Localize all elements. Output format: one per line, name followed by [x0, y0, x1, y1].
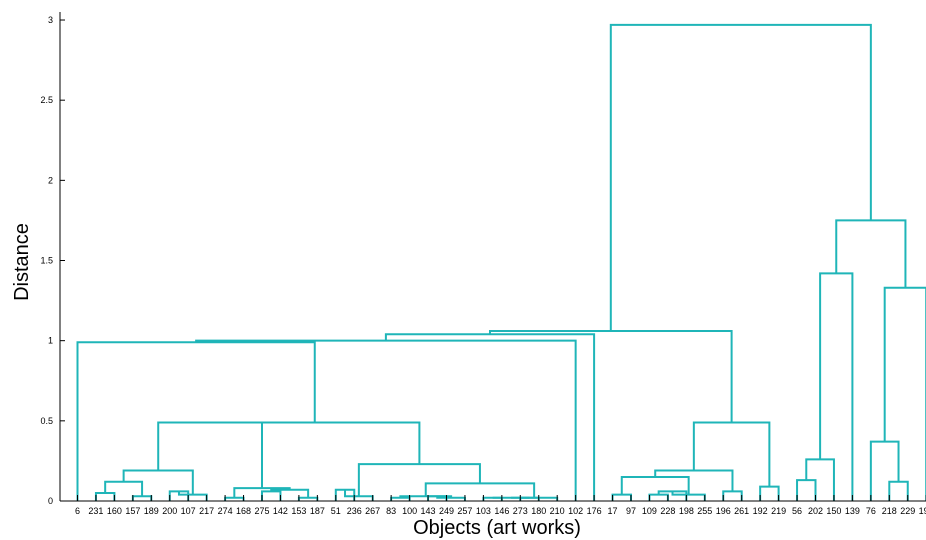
dendrogram-link — [609, 23, 872, 332]
dendrogram-links — [76, 23, 926, 501]
leaf-label: 267 — [365, 506, 380, 516]
dendrogram-link — [611, 493, 632, 501]
y-tick-label: 1 — [48, 336, 53, 346]
dendrogram-link — [94, 491, 116, 501]
x-axis-ticks: 6 231 160 157 189 200 107 217 274 168 275 142 153 187… — [75, 495, 926, 516]
leaf-label: 217 — [199, 506, 214, 516]
leaf-label: 17 — [608, 506, 618, 516]
leaf-label: 249 — [439, 506, 454, 516]
leaf-label: 109 — [642, 506, 657, 516]
leaf-label: 257 — [457, 506, 472, 516]
leaf-label: 196 — [716, 506, 731, 516]
y-tick-label: 3 — [48, 15, 53, 25]
dendrogram-link — [648, 493, 669, 501]
leaf-label: 200 — [162, 506, 177, 516]
leaf-label: 176 — [587, 506, 602, 516]
leaf-label: 100 — [402, 506, 417, 516]
leaf-label: 202 — [808, 506, 823, 516]
leaf-label: 107 — [181, 506, 196, 516]
leaf-label: 153 — [291, 506, 306, 516]
dendrogram-link — [488, 330, 733, 423]
leaf-label: 51 — [331, 506, 341, 516]
y-tick-label: 0.5 — [40, 416, 53, 426]
leaf-label: 150 — [826, 506, 841, 516]
leaf-label: 218 — [882, 506, 897, 516]
dendrogram-link — [805, 458, 835, 501]
leaf-label: 261 — [734, 506, 749, 516]
leaf-label: 192 — [753, 506, 768, 516]
axes — [59, 12, 926, 502]
dendrogram-link — [835, 219, 907, 288]
dendrogram-link — [654, 469, 734, 492]
y-tick-label: 2 — [48, 175, 53, 185]
leaf-label: 194 — [919, 506, 926, 516]
leaf-label: 168 — [236, 506, 251, 516]
leaf-label: 187 — [310, 506, 325, 516]
dendrogram-link — [819, 272, 854, 501]
leaf-label: 228 — [660, 506, 675, 516]
leaf-label: 275 — [254, 506, 269, 516]
leaf-label: 160 — [107, 506, 122, 516]
leaf-label: 76 — [866, 506, 876, 516]
y-axis-ticks: 0 0.5 1 1.5 2 2.5 3 — [40, 15, 65, 506]
leaf-label: 97 — [626, 506, 636, 516]
dendrogram-link — [261, 490, 282, 501]
dendrogram-link — [620, 475, 690, 495]
leaf-label: 6 — [75, 506, 80, 516]
y-axis-title: Distance — [11, 223, 33, 301]
leaf-label: 229 — [900, 506, 915, 516]
leaf-label: 210 — [550, 506, 565, 516]
leaf-label: 231 — [88, 506, 103, 516]
dendrogram-link — [384, 333, 596, 501]
dendrogram-link — [104, 480, 144, 497]
leaf-label: 198 — [679, 506, 694, 516]
dendrogram-link — [131, 495, 153, 501]
dendrogram-link — [796, 479, 817, 501]
dendrogram-link — [233, 487, 291, 498]
leaf-label: 143 — [421, 506, 436, 516]
dendrogram-link — [122, 469, 194, 495]
leaf-label: 180 — [531, 506, 546, 516]
leaf-label: 102 — [568, 506, 583, 516]
leaf-label: 139 — [845, 506, 860, 516]
dendrogram-link — [722, 490, 743, 501]
dendrogram-link — [210, 421, 421, 465]
dendrogram-link — [759, 485, 780, 501]
leaf-label: 103 — [476, 506, 491, 516]
leaf-label: 56 — [792, 506, 802, 516]
dendrogram-link — [869, 440, 900, 501]
leaf-label: 142 — [273, 506, 288, 516]
leaf-label: 274 — [218, 506, 233, 516]
dendrogram-link — [424, 482, 536, 498]
y-tick-label: 2.5 — [40, 95, 53, 105]
dendrogram-link — [888, 480, 909, 501]
y-tick-label: 0 — [48, 496, 53, 506]
dendrogram-link — [357, 463, 481, 497]
leaf-label: 146 — [494, 506, 509, 516]
y-tick-label: 1.5 — [40, 256, 53, 266]
leaf-label: 189 — [144, 506, 159, 516]
leaf-label: 273 — [513, 506, 528, 516]
dendrogram-link — [195, 339, 577, 501]
dendrogram-link — [883, 286, 926, 501]
x-axis-title: Objects (art works) — [413, 517, 581, 539]
leaf-label: 236 — [347, 506, 362, 516]
leaf-label: 255 — [697, 506, 712, 516]
dendrogram-link — [157, 421, 263, 489]
leaf-label: 83 — [386, 506, 396, 516]
leaf-label: 157 — [125, 506, 140, 516]
leaf-label: 219 — [771, 506, 786, 516]
